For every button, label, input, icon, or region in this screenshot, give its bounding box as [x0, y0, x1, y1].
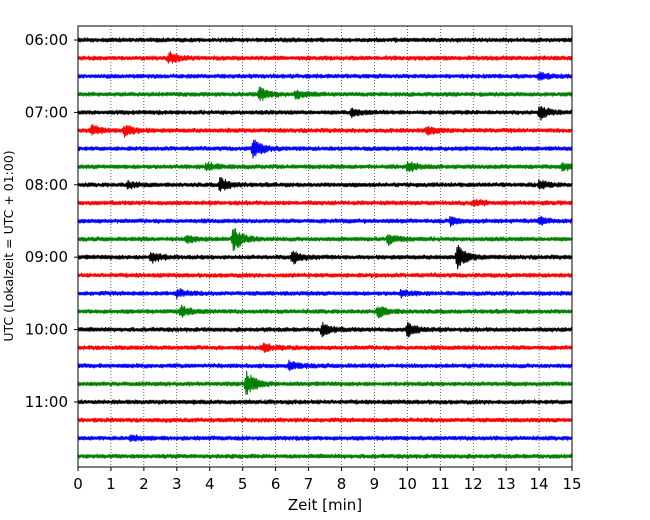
trace-line [77, 417, 573, 423]
x-axis: 0 1 2 3 4 5 6 7 8 9 10 11 12 13 14 15 [73, 467, 582, 493]
x-tick-label: 10 [398, 475, 417, 493]
x-tick-label: 6 [271, 475, 281, 493]
trace-line [77, 139, 573, 159]
x-tick-label: 4 [205, 475, 215, 493]
trace-line [77, 176, 573, 192]
y-tick-label: 09:00 [25, 248, 68, 266]
trace-line [77, 304, 573, 319]
y-axis: 06:00 07:00 08:00 09:00 10:00 11:00 [25, 31, 78, 411]
trace-line [77, 272, 573, 279]
trace-line [77, 453, 573, 460]
y-tick-label: 07:00 [25, 103, 68, 121]
trace-line [77, 434, 573, 443]
x-tick-label: 9 [370, 475, 380, 493]
x-tick-label: 2 [139, 475, 149, 493]
x-tick-label: 7 [304, 475, 314, 493]
traces-layer [77, 37, 573, 460]
trace-line [77, 215, 573, 228]
x-tick-label: 5 [238, 475, 248, 493]
x-tick-label: 13 [497, 475, 516, 493]
trace-line [77, 359, 573, 372]
y-tick-label: 08:00 [25, 176, 68, 194]
trace-line [77, 71, 573, 81]
x-tick-label: 1 [106, 475, 116, 493]
x-tick-label: 0 [73, 475, 83, 493]
x-tick-label: 3 [172, 475, 182, 493]
trace-line [77, 288, 573, 300]
trace-line [77, 161, 573, 173]
x-axis-label: Zeit [min] [288, 496, 362, 514]
trace-line [77, 244, 573, 270]
y-axis-label: UTC (Lokalzeit = UTC + 01:00) [1, 150, 16, 341]
trace-line [77, 37, 573, 43]
y-tick-label: 10:00 [25, 321, 68, 339]
trace-line [77, 86, 573, 102]
x-tick-label: 11 [431, 475, 450, 493]
x-tick-label: 14 [530, 475, 549, 493]
y-tick-label: 11:00 [25, 393, 68, 411]
trace-line [77, 51, 573, 64]
trace-line [77, 399, 573, 405]
trace-line [77, 321, 573, 338]
trace-line [77, 228, 573, 252]
x-tick-label: 8 [337, 475, 347, 493]
x-tick-label: 12 [464, 475, 483, 493]
trace-line [77, 370, 573, 395]
trace-line [77, 123, 573, 138]
y-tick-label: 06:00 [25, 31, 68, 49]
plot-frame [77, 25, 573, 468]
trace-line [77, 342, 573, 353]
x-tick-label: 15 [562, 475, 581, 493]
trace-line [77, 198, 573, 207]
trace-line [77, 105, 573, 121]
